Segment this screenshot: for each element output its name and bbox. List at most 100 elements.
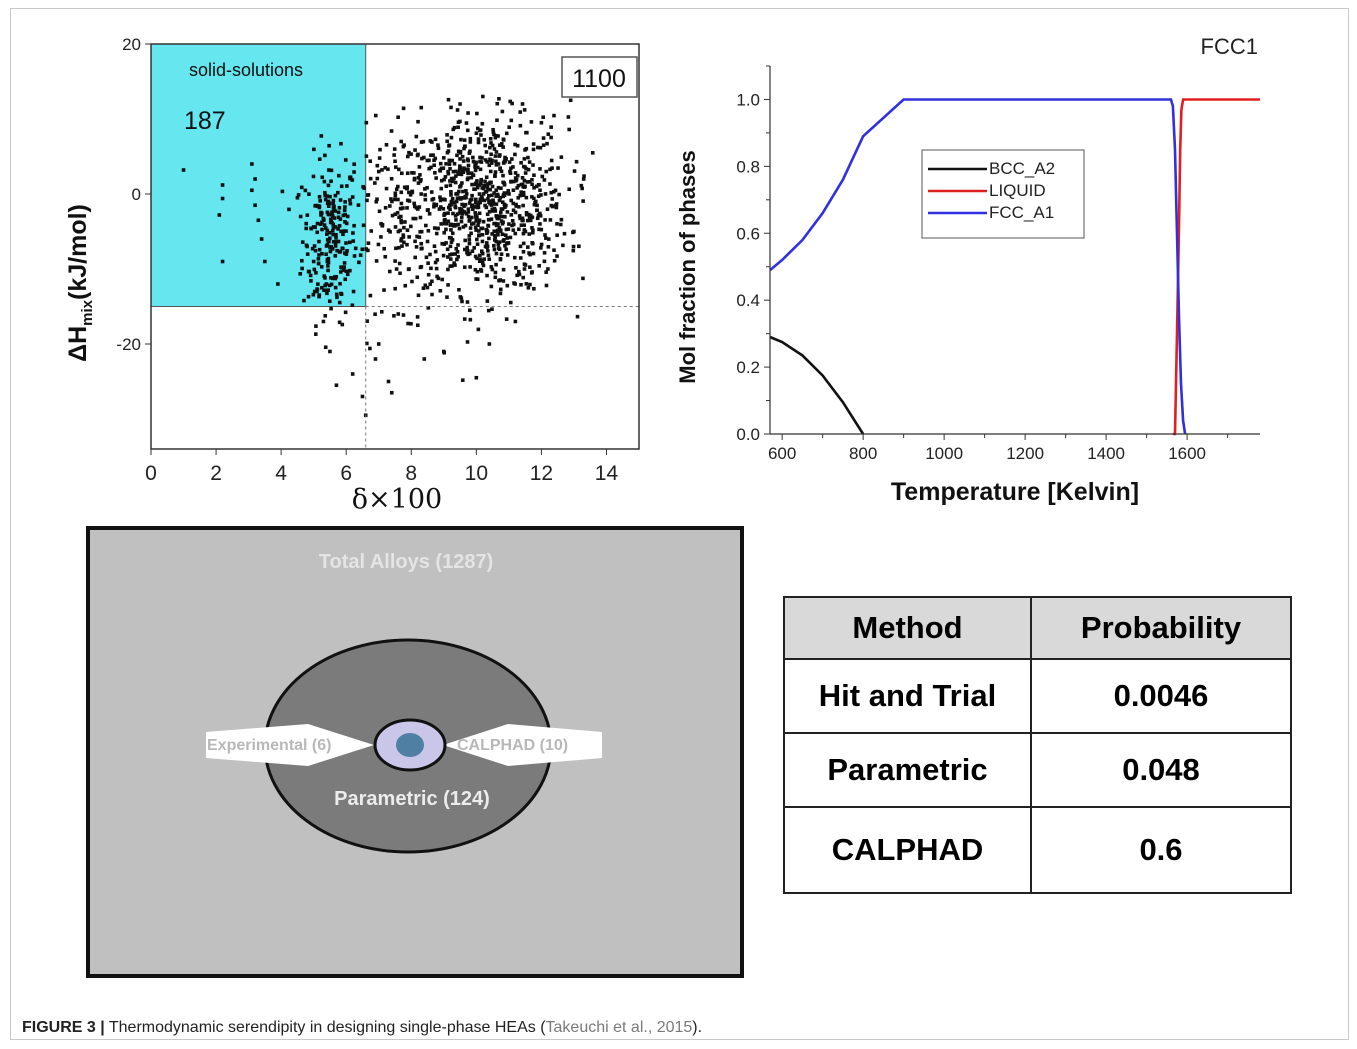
scatter-point [446, 283, 450, 287]
scatter-point [575, 314, 580, 319]
scatter-point [503, 214, 507, 219]
scatter-point [432, 244, 437, 248]
scatter-point [429, 165, 433, 170]
scatter-point [513, 171, 518, 175]
scatter-point [460, 378, 465, 382]
scatter-point [526, 245, 530, 249]
scatter-point [541, 115, 545, 120]
x-axis-label: δ×100 [352, 484, 442, 515]
scatter-point [319, 134, 324, 138]
scatter-point [413, 239, 417, 244]
scatter-point [327, 212, 332, 217]
scatter-point [424, 223, 428, 228]
scatter-point [327, 201, 332, 206]
scatter-point [447, 162, 452, 167]
scatter-point [438, 195, 442, 199]
scatter-point [403, 283, 408, 288]
scatter-point [555, 254, 559, 258]
scatter-point [376, 342, 381, 346]
scatter-point [403, 220, 407, 224]
scatter-point [491, 130, 496, 134]
scatter-point [521, 191, 526, 195]
scatter-point [461, 189, 465, 194]
scatter-point [280, 189, 285, 194]
scatter-point [467, 201, 472, 205]
scatter-point [555, 233, 559, 238]
scatter-point [401, 313, 406, 317]
scatter-point [322, 288, 326, 292]
scatter-point [553, 188, 558, 193]
scatter-point [475, 179, 479, 183]
scatter-point [321, 319, 326, 324]
calphad-arrow [443, 724, 602, 766]
scatter-point [405, 171, 410, 176]
scatter-point [409, 321, 413, 326]
scatter-point [508, 171, 513, 176]
scatter-plot: 0 2 4 6 8 10 12 14 20 0 -20 solid-solutions 187 1… [64, 35, 640, 515]
scatter-point [323, 314, 328, 318]
scatter-point [478, 155, 482, 160]
scatter-point [486, 187, 490, 192]
scatter-point [486, 249, 490, 253]
scatter-point [299, 258, 304, 263]
x-tick-label: 12 [530, 462, 553, 485]
calphad-label: CALPHAD (10) [457, 737, 568, 754]
scatter-point [325, 258, 330, 262]
scatter-point [432, 158, 436, 163]
scatter-point [459, 172, 464, 177]
scatter-point [443, 175, 448, 179]
scatter-point [519, 190, 524, 194]
scatter-point [376, 242, 381, 247]
citation-link[interactable]: Takeuchi et al., 2015 [545, 1019, 693, 1036]
scatter-point [449, 105, 453, 110]
scatter-point [524, 166, 528, 171]
scatter-point [419, 241, 424, 246]
scatter-point [480, 251, 485, 256]
scatter-point [456, 243, 460, 247]
scatter-point [340, 322, 345, 327]
scatter-point [433, 249, 438, 254]
scatter-point [533, 199, 538, 204]
scatter-point [397, 261, 402, 266]
scatter-point [419, 140, 424, 144]
scatter-point [488, 137, 493, 141]
scatter-point [392, 197, 397, 202]
scatter-point [535, 208, 539, 213]
scatter-point [538, 214, 543, 218]
scatter-point [462, 146, 466, 151]
scatter-point [431, 153, 435, 157]
scatter-point [361, 223, 366, 228]
scatter-point [405, 242, 409, 247]
scatter-point [471, 155, 475, 160]
scatter-point [525, 218, 530, 223]
scatter-point [401, 106, 406, 111]
scatter-point [494, 163, 499, 167]
scatter-point [415, 315, 420, 319]
scatter-point [511, 228, 516, 232]
scatter-point [471, 173, 476, 178]
scatter-point [479, 133, 483, 137]
scatter-point [426, 306, 431, 310]
scatter-point [494, 262, 498, 267]
scatter-point [344, 229, 348, 233]
scatter-point [519, 282, 523, 287]
experimental-label: Experimental (6) [207, 737, 331, 754]
scatter-point [444, 227, 448, 232]
scatter-point [398, 228, 402, 233]
scatter-point [307, 192, 311, 196]
scatter-point [517, 205, 521, 209]
scatter-point [356, 203, 361, 207]
scatter-point [334, 292, 339, 297]
scatter-point [323, 193, 328, 198]
y-ticks: 20 0 -20 [116, 35, 151, 354]
scatter-point [484, 205, 489, 210]
scatter-point [542, 251, 547, 255]
scatter-point [437, 207, 442, 211]
scatter-point [417, 235, 422, 239]
scatter-point [456, 222, 460, 227]
legend-label: FCC_A1 [989, 203, 1054, 222]
scatter-point [298, 214, 303, 219]
scatter-point [329, 244, 333, 249]
scatter-point [369, 229, 374, 233]
region-label: solid-solutions [189, 60, 303, 80]
